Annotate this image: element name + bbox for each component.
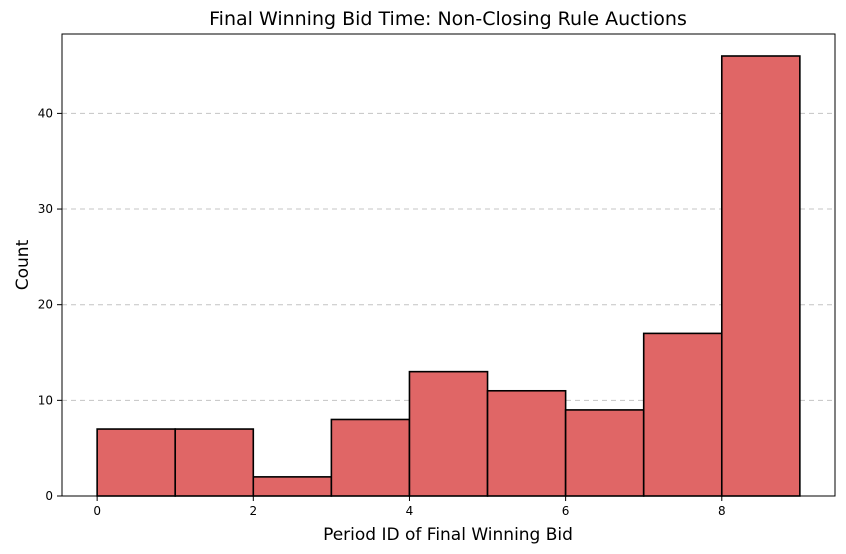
y-tick-label: 30 xyxy=(38,202,53,216)
grid-lines xyxy=(62,112,835,401)
x-tick-label: 2 xyxy=(249,504,257,518)
bar-5 xyxy=(486,389,567,497)
y-tick-label: 0 xyxy=(45,489,53,503)
y-tick-label: 40 xyxy=(38,106,53,120)
bar-3 xyxy=(330,418,411,497)
x-axis-label: Period ID of Final Winning Bid xyxy=(323,525,573,545)
y-axis-label: Count xyxy=(13,239,33,290)
y-tick-label: 20 xyxy=(38,298,53,312)
bar-1 xyxy=(174,428,255,497)
bar-4 xyxy=(408,370,489,497)
y-tick-label: 10 xyxy=(38,393,53,407)
chart-title: Final Winning Bid Time: Non-Closing Rule… xyxy=(209,8,687,30)
bar-0 xyxy=(96,428,177,497)
bar-2 xyxy=(252,476,333,497)
x-tick-label: 8 xyxy=(718,504,726,518)
plot-frame xyxy=(61,33,836,497)
y-axis-ticks: 0 10 20 30 40 xyxy=(38,106,62,503)
bars xyxy=(96,55,801,497)
bar-6 xyxy=(564,409,645,497)
x-tick-label: 6 xyxy=(562,504,570,518)
x-axis-ticks: 0 2 4 6 8 xyxy=(93,496,726,518)
x-tick-label: 4 xyxy=(406,504,414,518)
bar-7 xyxy=(642,332,723,497)
x-tick-label: 0 xyxy=(93,504,101,518)
bar-8 xyxy=(720,55,801,497)
